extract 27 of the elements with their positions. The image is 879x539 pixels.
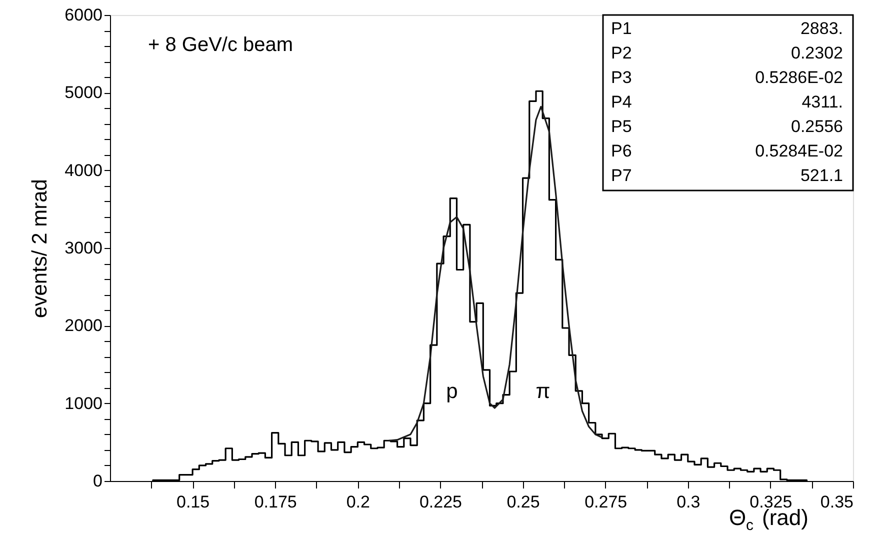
annotation: π <box>536 380 550 403</box>
y-tick-label: 6000 <box>64 6 102 24</box>
text: P6 0.5284E-02 <box>611 142 843 160</box>
x-tick-label: 0.175 <box>254 492 297 512</box>
text: P1 2883. <box>611 19 843 38</box>
text: P5 0.2556 <box>611 117 843 136</box>
y-axis-title: events/ 2 mrad <box>28 179 52 318</box>
y-tick-label: 5000 <box>64 83 102 102</box>
y-tick-label: 4000 <box>64 160 102 180</box>
annotation: p <box>446 380 458 403</box>
x-tick-label: 0.35 <box>820 492 854 512</box>
x-tick-label: 0.3 <box>676 492 700 512</box>
y-tick-label: 2000 <box>64 316 102 336</box>
y-tick-label: 0 <box>93 472 102 490</box>
text: P7 521.1 <box>611 166 843 185</box>
x-tick-label: 0.275 <box>584 492 628 512</box>
annotation: + 8 GeV/c beam <box>148 34 294 56</box>
x-tick-label: 0.2 <box>346 492 370 512</box>
y-tick-label: 3000 <box>64 238 102 258</box>
text: P3 0.5286E-02 <box>611 68 843 87</box>
text: P2 0.2302 <box>611 44 843 62</box>
text: P4 4311. <box>611 92 843 112</box>
x-tick-label: 0.225 <box>419 492 462 512</box>
x-tick-label: 0.15 <box>176 492 210 512</box>
y-tick-label: 1000 <box>64 394 102 413</box>
line-series <box>388 106 603 442</box>
x-tick-label: 0.25 <box>506 492 540 512</box>
